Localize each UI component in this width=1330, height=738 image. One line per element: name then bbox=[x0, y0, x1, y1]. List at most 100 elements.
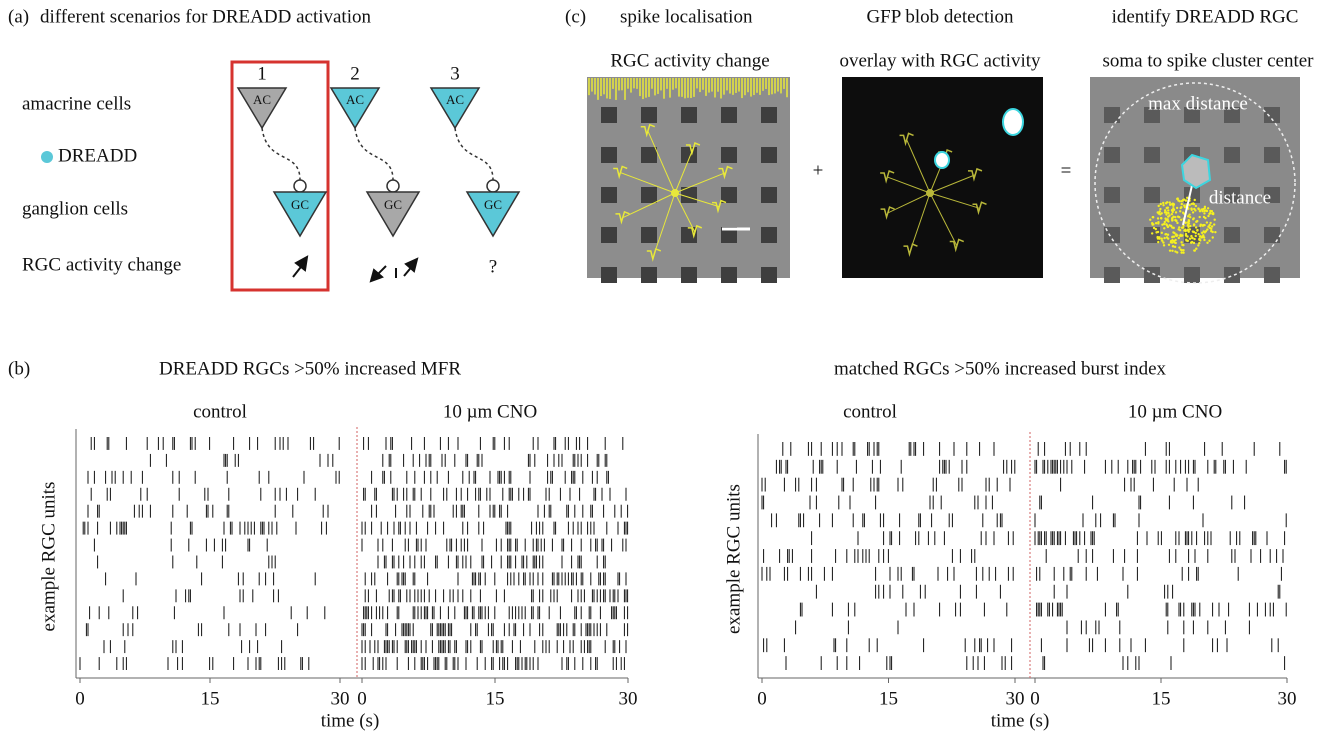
panel-title: different scenarios for DREADD activatio… bbox=[40, 6, 371, 27]
spike-point bbox=[1166, 207, 1168, 209]
spike-center bbox=[926, 189, 934, 197]
spike-point bbox=[1155, 222, 1157, 224]
spike-point bbox=[1195, 205, 1197, 207]
operator: = bbox=[1061, 160, 1072, 181]
spike-point bbox=[1189, 228, 1191, 230]
spike-point bbox=[1163, 227, 1165, 229]
spike-point bbox=[1210, 228, 1212, 230]
spike-point bbox=[1187, 222, 1189, 224]
spike-point bbox=[1177, 215, 1179, 217]
spike-point bbox=[1191, 203, 1193, 205]
row-label: amacrine cells bbox=[22, 93, 131, 114]
spike-point bbox=[1176, 222, 1178, 224]
electrode bbox=[681, 147, 697, 163]
electrode bbox=[1224, 227, 1240, 243]
x-tick-label: 30 bbox=[331, 688, 350, 709]
spike-point bbox=[1188, 204, 1190, 206]
activity-arrows bbox=[293, 257, 417, 281]
electrode bbox=[1184, 267, 1200, 283]
spike-point bbox=[1180, 241, 1182, 243]
spike-point bbox=[1165, 223, 1167, 225]
electrode bbox=[641, 227, 657, 243]
spike-point bbox=[1214, 231, 1216, 233]
electrode bbox=[721, 147, 737, 163]
x-tick-label: 0 bbox=[1030, 688, 1040, 709]
electrode bbox=[1104, 267, 1120, 283]
connection bbox=[355, 128, 393, 180]
spike-point bbox=[1187, 240, 1189, 242]
electrode bbox=[761, 107, 777, 123]
column-subtitle: soma to spike cluster center bbox=[1102, 50, 1314, 71]
y-axis-label: example RGC units bbox=[38, 482, 59, 632]
electrode bbox=[601, 227, 617, 243]
spike-point bbox=[1187, 215, 1189, 217]
column-title: spike localisation bbox=[620, 6, 753, 27]
spike-point bbox=[1182, 226, 1184, 228]
gfp-blob bbox=[935, 152, 949, 168]
spike-point bbox=[1209, 222, 1211, 224]
spike-point bbox=[1200, 223, 1202, 225]
spike-point bbox=[1181, 249, 1183, 251]
spike-point bbox=[1158, 211, 1160, 213]
x-tick-label: 30 bbox=[1278, 688, 1297, 709]
synapse bbox=[387, 180, 399, 192]
column-title: GFP blob detection bbox=[866, 6, 1014, 27]
electrode bbox=[641, 107, 657, 123]
spike-point bbox=[1194, 209, 1196, 211]
spike-point bbox=[1203, 216, 1205, 218]
condition-label: control bbox=[843, 401, 897, 422]
spike-point bbox=[1157, 221, 1159, 223]
electrode bbox=[641, 267, 657, 283]
scenario-number: 2 bbox=[350, 63, 360, 84]
spike-point bbox=[1203, 230, 1205, 232]
electrode bbox=[761, 267, 777, 283]
spike-point bbox=[1158, 205, 1160, 207]
spike-point bbox=[1175, 219, 1177, 221]
spike-point bbox=[1193, 224, 1195, 226]
spike-point bbox=[1167, 226, 1169, 228]
spike-point bbox=[1169, 249, 1171, 251]
x-tick-label: 0 bbox=[357, 688, 367, 709]
spike-point bbox=[1198, 216, 1200, 218]
x-axis-label: time (s) bbox=[991, 710, 1050, 731]
spike-point bbox=[1193, 238, 1195, 240]
spike-point bbox=[1208, 240, 1210, 242]
spike-point bbox=[1189, 238, 1191, 240]
spike-point bbox=[1149, 218, 1151, 220]
spike-point bbox=[1191, 237, 1193, 239]
spike-point bbox=[1151, 223, 1153, 225]
cell-label: AC bbox=[253, 92, 271, 107]
electrode bbox=[721, 267, 737, 283]
x-axis-label: time (s) bbox=[321, 710, 380, 731]
spike-point bbox=[1181, 200, 1183, 202]
spike-point bbox=[1185, 199, 1187, 201]
spike-point bbox=[1180, 219, 1182, 221]
spike-point bbox=[1201, 236, 1203, 238]
spike-point bbox=[1193, 242, 1195, 244]
spike-point bbox=[1195, 235, 1197, 237]
connection bbox=[262, 128, 300, 180]
spike-point bbox=[1213, 219, 1215, 221]
electrode bbox=[1144, 147, 1160, 163]
spike-point bbox=[1159, 208, 1161, 210]
electrode bbox=[601, 147, 617, 163]
electrode bbox=[1264, 267, 1280, 283]
spike-point bbox=[1174, 250, 1176, 252]
spike-point bbox=[1202, 224, 1204, 226]
dreadd-dot bbox=[41, 151, 53, 163]
spike-point bbox=[1179, 200, 1181, 202]
column-title: identify DREADD RGC bbox=[1112, 6, 1299, 27]
spike-point bbox=[1170, 225, 1172, 227]
spike-point bbox=[1162, 241, 1164, 243]
panel-label: (a) bbox=[8, 6, 29, 27]
spike-point bbox=[1189, 225, 1191, 227]
spike-point bbox=[1157, 231, 1159, 233]
spike-point bbox=[1167, 220, 1169, 222]
x-tick-label: 30 bbox=[619, 688, 638, 709]
spike-point bbox=[1190, 209, 1192, 211]
spike-point bbox=[1206, 242, 1208, 244]
electrode bbox=[681, 267, 697, 283]
row-label: ganglion cells bbox=[22, 198, 128, 219]
raster-title: matched RGCs >50% increased burst index bbox=[834, 358, 1167, 379]
spike-point bbox=[1194, 199, 1196, 201]
